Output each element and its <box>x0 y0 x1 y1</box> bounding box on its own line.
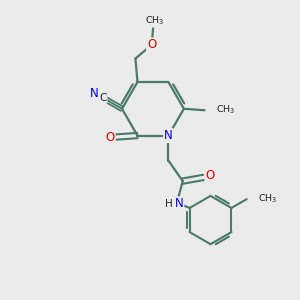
Text: CH$_3$: CH$_3$ <box>258 193 278 206</box>
Text: N: N <box>175 197 183 210</box>
Text: CH$_3$: CH$_3$ <box>216 104 235 116</box>
Text: CH$_3$: CH$_3$ <box>145 14 165 27</box>
Text: O: O <box>147 38 156 51</box>
Text: O: O <box>206 169 215 182</box>
Text: H: H <box>164 199 172 209</box>
Text: N: N <box>90 86 99 100</box>
Text: N: N <box>164 129 173 142</box>
Text: O: O <box>105 130 114 143</box>
Text: C: C <box>99 93 106 103</box>
